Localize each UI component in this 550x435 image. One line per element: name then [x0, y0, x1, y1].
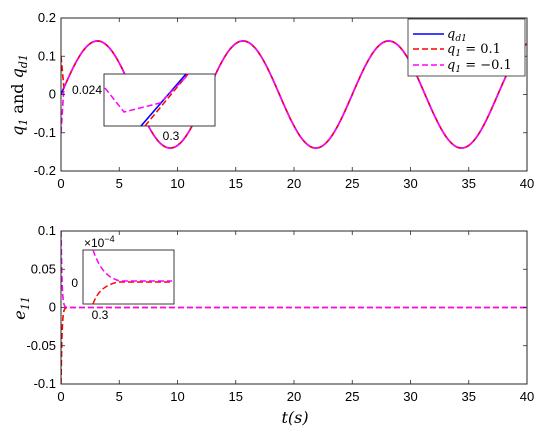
top-y-tick-label: -0.1	[34, 125, 56, 140]
top-y-ticks: -0.2 -0.1 0 0.1 0.2	[34, 10, 527, 178]
bottom-x-tick-label: 0	[57, 389, 64, 404]
legend-entry-qd1: qd1	[413, 27, 467, 44]
bottom-inset-multiplier: ×10−4	[84, 234, 115, 250]
bottom-x-tick-label: 40	[520, 389, 534, 404]
bottom-panel: 0 5 10 15 20 25 30 35 40 -0.1 -0.05 0 0.05 0.1 e11 t…	[10, 223, 534, 427]
bottom-inset-box	[82, 249, 175, 305]
bottom-y-tick-label: 0.1	[38, 223, 56, 238]
bottom-x-tick-label: 15	[229, 389, 243, 404]
top-y-tick-label: -0.2	[34, 163, 56, 178]
bottom-y-tick-label: -0.1	[34, 376, 56, 391]
bottom-x-ticks: 0 5 10 15 20 25 30 35 40	[57, 231, 534, 404]
legend-entry-q1-pos: q1 = 0.1	[413, 42, 501, 59]
bottom-inset: ×10−4 0 0.3	[71, 234, 175, 322]
top-inset: 0.024 0.3	[72, 73, 216, 143]
bottom-series-line-1	[61, 231, 527, 309]
bottom-y-tick-label: 0	[49, 300, 56, 315]
bottom-y-tick-label: -0.05	[26, 338, 56, 353]
bottom-x-tick-label: 35	[462, 389, 476, 404]
bottom-series-layer	[61, 231, 527, 384]
top-inset-label-0024: 0.024	[72, 83, 102, 97]
legend-label-qd1: qd1	[447, 27, 467, 44]
top-x-tick-label: 5	[116, 176, 123, 191]
top-panel: 0 5 10 15 20 25 30 35 40 -0.2 -0.1 0 0.1 0.2 q1 and …	[8, 10, 534, 191]
top-y-tick-label: 0.1	[38, 48, 56, 63]
bottom-inset-label-03: 0.3	[92, 308, 109, 322]
legend-entry-q1-neg: q1 = −0.1	[413, 58, 512, 75]
bottom-inset-line-q1-pos	[92, 281, 172, 305]
top-inset-line-q1-neg	[104, 73, 190, 113]
top-inset-line-q1-pos	[144, 73, 189, 127]
bottom-inset-label-0: 0	[71, 276, 78, 290]
bottom-y-ticks: -0.1 -0.05 0 0.05 0.1	[26, 223, 527, 391]
top-x-ticks: 0 5 10 15 20 25 30 35 40	[57, 18, 534, 191]
top-x-tick-label: 20	[287, 176, 301, 191]
top-inset-label-03: 0.3	[163, 129, 180, 143]
top-y-tick-label: 0	[49, 87, 56, 102]
legend-label-q1-pos: q1 = 0.1	[447, 42, 501, 59]
top-x-tick-label: 35	[462, 176, 476, 191]
bottom-x-tick-label: 30	[403, 389, 417, 404]
top-y-tick-label: 0.2	[38, 10, 56, 25]
bottom-x-axis-label: t(s)	[281, 408, 308, 427]
top-inset-box	[103, 73, 216, 127]
bottom-x-tick-label: 20	[287, 389, 301, 404]
top-x-tick-label: 10	[170, 176, 184, 191]
bottom-x-tick-label: 5	[116, 389, 123, 404]
top-x-tick-label: 30	[403, 176, 417, 191]
legend-label-q1-neg: q1 = −0.1	[447, 58, 512, 75]
bottom-x-tick-label: 10	[170, 389, 184, 404]
top-x-tick-label: 40	[520, 176, 534, 191]
legend-box	[407, 18, 526, 77]
top-x-tick-label: 0	[57, 176, 64, 191]
top-x-tick-label: 25	[345, 176, 359, 191]
top-x-tick-label: 15	[229, 176, 243, 191]
legend: qd1 q1 = 0.1 q1 = −0.1	[407, 18, 526, 77]
bottom-inset-line-q1-neg	[92, 249, 172, 282]
top-y-axis-label: q1 and qd1	[8, 54, 30, 136]
bottom-x-tick-label: 25	[345, 389, 359, 404]
bottom-y-tick-label: 0.05	[31, 261, 56, 276]
bottom-y-axis-label: e11	[10, 296, 32, 319]
